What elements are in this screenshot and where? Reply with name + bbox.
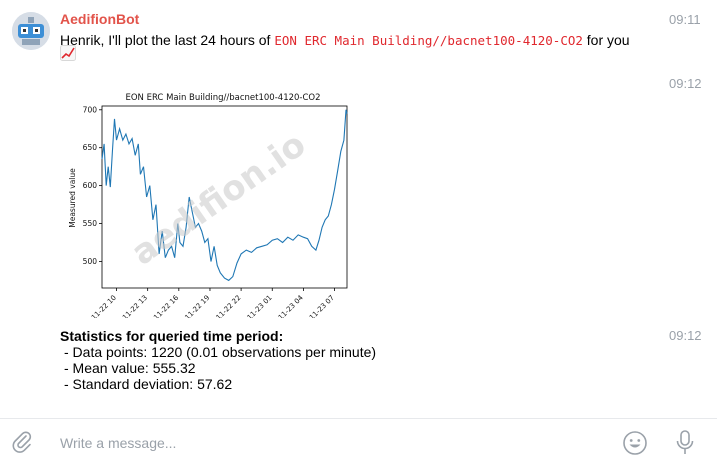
sender-name[interactable]: AedifionBot [60, 11, 140, 27]
message-text-suffix: for you [582, 32, 630, 48]
message-time: 09:11 [669, 12, 701, 27]
y-tick-label: 500 [83, 257, 98, 266]
statistics-line: - Data points: 1220 (0.01 observations p… [64, 344, 377, 360]
message-text: Henrik, I'll plot the last 24 hours of E… [60, 31, 630, 50]
paperclip-icon[interactable] [10, 430, 34, 454]
y-tick-label: 600 [83, 181, 98, 190]
robot-avatar-icon [12, 12, 50, 50]
datapoint-code: EON ERC Main Building//bacnet100-4120-CO… [274, 33, 583, 48]
message-time: 09:12 [669, 76, 702, 91]
series-line [101, 109, 348, 282]
chart-increasing-icon [60, 45, 76, 61]
y-tick-label: 650 [83, 143, 98, 152]
message-composer: Write a message... [0, 418, 717, 464]
y-tick-label: 700 [83, 105, 98, 114]
statistics-heading: Statistics for queried time period: [60, 328, 284, 344]
message-text-prefix: Henrik, I'll plot the last 24 hours of [60, 32, 275, 48]
y-tick-label: 550 [83, 219, 98, 228]
bot-avatar[interactable] [12, 12, 50, 50]
message-input[interactable]: Write a message... [60, 435, 177, 451]
co2-line-chart[interactable]: EON ERC Main Building//bacnet100-4120-CO… [60, 88, 360, 318]
microphone-icon[interactable] [674, 429, 696, 457]
statistics-line: - Standard deviation: 57.62 [64, 376, 233, 392]
emoji-icon[interactable] [622, 430, 648, 456]
chart-title: EON ERC Main Building//bacnet100-4120-CO… [125, 93, 320, 103]
statistics-line: - Mean value: 555.32 [64, 360, 196, 376]
statistics-block: Statistics for queried time period: - Da… [60, 328, 376, 392]
plot-frame [101, 105, 348, 289]
y-axis-label: Measured value [68, 168, 77, 228]
message-time: 09:12 [669, 328, 702, 343]
